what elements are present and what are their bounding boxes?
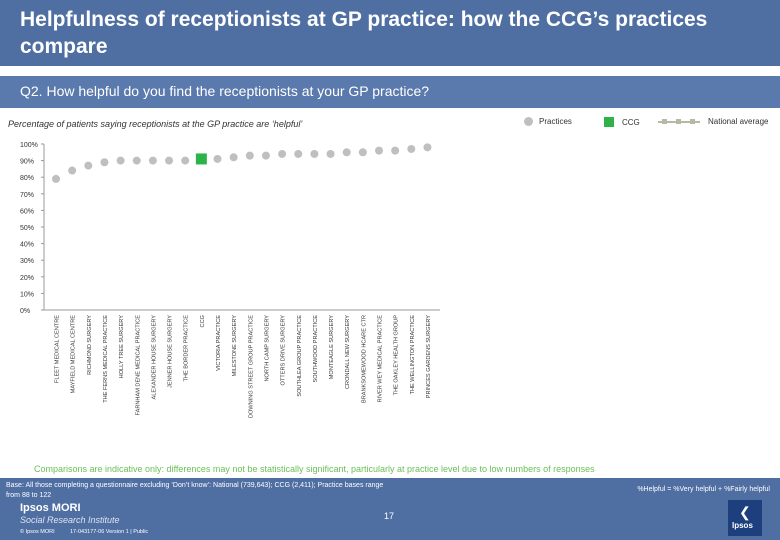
base-text: Base: All those completing a questionnai… [6, 482, 384, 499]
logo-label: Ipsos [732, 521, 753, 530]
practice-point [213, 154, 222, 163]
x-tick-label: CRONDALL NEW SURGERY [345, 315, 351, 389]
y-tick-label: 30% [20, 258, 34, 265]
x-tick-label: PRINCES GARDENS SURGERY [426, 315, 432, 398]
practice-point [132, 156, 141, 165]
x-tick-label: THE FERNS MEDICAL PRACTICE [103, 315, 109, 403]
y-tick-label: 100% [20, 142, 38, 149]
x-tick-label: THE OAKLEY HEALTH GROUP [394, 315, 400, 396]
x-tick-label: RICHMOND SURGERY [87, 315, 93, 375]
title-band [0, 0, 780, 66]
page-number: 17 [384, 511, 395, 521]
copyright-text: © Ipsos MORI [20, 529, 55, 535]
y-tick-label: 20% [20, 275, 34, 282]
x-tick-label: MAYFIELD MEDICAL CENTRE [71, 315, 77, 394]
practice-point [423, 143, 432, 152]
practice-dot-icon [524, 117, 533, 126]
y-tick-label: 60% [20, 208, 34, 215]
x-tick-label: DOWNING STREET GROUP PRACTICE [248, 315, 254, 418]
practice-point [342, 148, 351, 157]
y-tick-label: 70% [20, 192, 34, 199]
y-tick-label: 50% [20, 225, 34, 232]
x-tick-label: CCG [200, 315, 206, 327]
practice-point [52, 174, 60, 183]
practice-point [261, 151, 270, 160]
practice-point [165, 156, 174, 165]
x-tick-label: THE BORDER PRACTICE [184, 315, 190, 382]
practice-point [358, 148, 367, 157]
legend-practices: Practices [524, 117, 572, 126]
practice-point [181, 156, 190, 165]
x-tick-label: FLEET MEDICAL CENTRE [55, 315, 61, 383]
x-tick-label: MONTEAGLE SURGERY [329, 315, 335, 380]
practice-point [68, 166, 77, 175]
legend-ccg: CCG [604, 117, 640, 127]
y-tick-label: 40% [20, 242, 34, 249]
y-tick-label: 80% [20, 175, 34, 182]
brand-name: Ipsos MORI [20, 502, 81, 514]
legend-national-label: National average [708, 117, 769, 126]
practice-point [294, 149, 303, 158]
legend-ccg-label: CCG [622, 117, 640, 127]
ccg-marker [195, 153, 207, 165]
x-tick-label: JENNER HOUSE SURGERY [168, 315, 174, 388]
page-title: Helpfulness of receptionists at GP pract… [20, 8, 708, 58]
x-tick-label: MILESTONE SURGERY [232, 315, 238, 377]
question-band [0, 76, 780, 108]
practice-point [326, 149, 335, 158]
practice-point [100, 158, 109, 167]
practice-point [229, 153, 238, 162]
national-line-icon [658, 118, 700, 124]
practice-point [391, 146, 400, 155]
legend-practices-label: Practices [539, 117, 572, 126]
ccg-square-icon [604, 117, 614, 127]
legend-national: National average [658, 117, 768, 126]
x-tick-label: FARNHAM DENE MEDICAL PRACTICE [135, 315, 141, 416]
x-tick-label: ALEXANDER HOUSE SURGERY [151, 315, 157, 400]
y-tick-label: 90% [20, 159, 34, 166]
ipsos-logo [728, 500, 762, 536]
x-tick-label: SOUTHLEA GROUP PRACTICE [297, 315, 303, 397]
footer-band [0, 478, 780, 540]
practice-point [375, 146, 383, 155]
practice-point [278, 149, 287, 158]
practice-point [148, 156, 157, 165]
question-text: Q2. How helpful do you find the receptio… [20, 83, 430, 99]
x-tick-label: BRANKSOMEWOOD HCARE CTR [361, 315, 367, 403]
x-tick-label: NORTH CAMP SURGERY [264, 315, 270, 382]
comparison-note: Comparisons are indicative only: differe… [34, 464, 595, 474]
brand-subtitle: Social Research Institute [20, 515, 120, 525]
practice-point [116, 156, 125, 165]
arrow-icon: ❮ [739, 504, 751, 520]
version-text: 17-043177-06 Version 1 | Public [70, 529, 149, 535]
x-tick-label: OTTERS DRIVE SURGERY [281, 315, 287, 386]
practice-point [310, 149, 319, 158]
x-tick-label: VICTORIA PRACTICE [216, 315, 222, 371]
y-tick-label: 10% [20, 291, 34, 298]
practice-point [84, 161, 93, 170]
practice-point [245, 151, 254, 160]
x-tick-label: HOLLY TREE SURGERY [119, 315, 125, 379]
x-tick-label: THE WELLINGTON PRACTICE [410, 315, 416, 395]
x-tick-label: SOUTHWOOD PRACTICE [313, 315, 319, 383]
practice-point [407, 144, 416, 153]
chart: 0% 10% 20% 30% 40% 50% 60% 70% 80% 90% 100% FLEET M… [20, 142, 440, 418]
y-tick-label: 0% [20, 308, 30, 315]
helpful-definition: %Helpful = %Very helpful + %Fairly helpf… [637, 486, 770, 493]
chart-subtitle: Percentage of patients saying receptioni… [8, 119, 303, 129]
x-tick-label: RIVER WEY MEDICAL PRACTICE [378, 315, 384, 403]
